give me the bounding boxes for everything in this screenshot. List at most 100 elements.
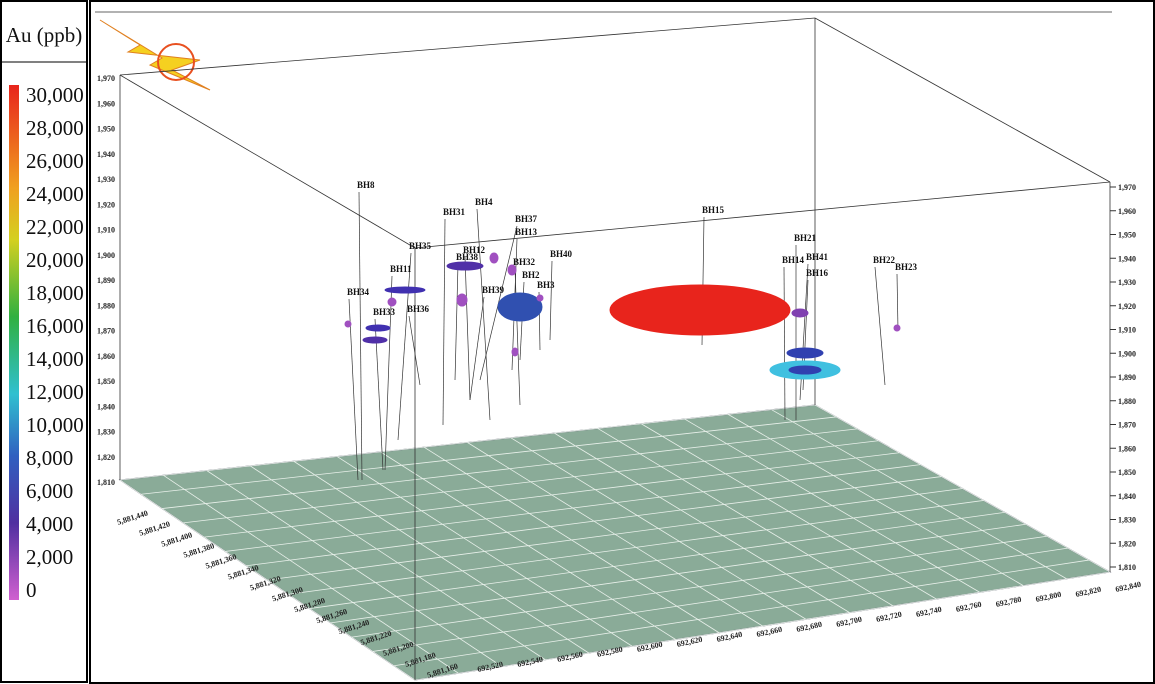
ground-grid (330, 523, 1026, 624)
assay-disc (365, 324, 391, 332)
borehole-trace (397, 252, 412, 441)
left-tick-label: 1,970 (97, 74, 115, 83)
assay-disc (536, 294, 544, 302)
northing-label: 5,881,440 (116, 508, 149, 526)
legend-label: 30,000 (26, 83, 84, 107)
assay-disc (446, 261, 484, 271)
right-tick-label: 1,890 (1118, 373, 1136, 382)
left-tick-label: 1,810 (97, 478, 115, 487)
borehole-trace (408, 315, 421, 386)
legend-label: 10,000 (26, 413, 84, 437)
easting-label: 692,760 (955, 600, 982, 614)
right-tick-label: 1,830 (1118, 516, 1136, 525)
left-tick-label: 1,910 (97, 226, 115, 235)
borehole-trace (464, 256, 471, 401)
borehole-label: BH15 (702, 205, 725, 215)
right-tick-label: 1,950 (1118, 231, 1136, 240)
north-arrow-ring (157, 43, 195, 81)
borehole-trace (549, 260, 553, 341)
assay-disc (387, 297, 397, 307)
borehole-trace (454, 263, 459, 381)
box-edge (119, 17, 816, 76)
borehole-trace (442, 218, 446, 426)
left-tick-label: 1,960 (97, 99, 115, 108)
right-tick-label: 1,810 (1118, 563, 1136, 572)
ground-grid (351, 535, 1047, 638)
borehole-label: BH37 (515, 214, 538, 224)
borehole-label: BH39 (482, 285, 505, 295)
borehole-trace (874, 266, 886, 386)
ground-grid (141, 416, 837, 495)
left-tick-label: 1,860 (97, 352, 115, 361)
assay-disc (456, 293, 468, 307)
left-tick-label: 1,900 (97, 251, 115, 260)
assay-disc (507, 264, 517, 276)
ground-grid (372, 547, 1068, 652)
borehole-trace (469, 296, 485, 401)
right-tick-label: 1,960 (1118, 207, 1136, 216)
easting-label: 692,720 (875, 610, 902, 624)
legend-label: 14,000 (26, 347, 84, 371)
borehole-trace (358, 191, 363, 481)
borehole-label: BH4 (475, 197, 493, 207)
assay-disc (344, 320, 352, 328)
ground-grid (414, 571, 1111, 681)
right-tick-label: 1,940 (1118, 254, 1136, 263)
borehole-label: BH33 (373, 307, 396, 317)
borehole-label: BH16 (806, 268, 829, 278)
right-tick-label: 1,970 (1118, 183, 1136, 192)
left-tick-label: 1,870 (97, 327, 115, 336)
box-edge (414, 181, 1111, 249)
left-tick-label: 1,940 (97, 150, 115, 159)
borehole-trace (384, 275, 393, 471)
right-tick-label: 1,930 (1118, 278, 1136, 287)
borehole-label: BH31 (443, 207, 466, 217)
easting-label: 692,680 (796, 620, 823, 634)
assay-disc (489, 252, 499, 264)
borehole-label: BH3 (537, 280, 555, 290)
borehole-label: BH38 (456, 252, 479, 262)
left-tick-label: 1,840 (97, 402, 115, 411)
borehole-trace (783, 266, 786, 421)
right-tick-label: 1,900 (1118, 349, 1136, 358)
legend-label: 4,000 (26, 512, 73, 536)
ground-grid (393, 559, 1089, 667)
ground-grid (225, 464, 921, 552)
legend-label: 24,000 (26, 182, 84, 206)
right-tick-label: 1,920 (1118, 302, 1136, 311)
legend-label: 16,000 (26, 314, 84, 338)
ground-grid (267, 488, 963, 581)
right-tick-label: 1,910 (1118, 326, 1136, 335)
borehole-label: BH22 (873, 255, 896, 265)
legend-label: 20,000 (26, 248, 84, 272)
right-tick-label: 1,850 (1118, 468, 1136, 477)
assay-disc (893, 324, 901, 332)
borehole-trace (799, 263, 809, 401)
legend-label: 0 (26, 578, 37, 602)
right-tick-label: 1,860 (1118, 444, 1136, 453)
northing-label: 5,881,420 (138, 519, 171, 537)
ground-grid (119, 404, 816, 481)
left-tick-label: 1,820 (97, 453, 115, 462)
ground-grid (309, 511, 1005, 609)
easting-label: 692,780 (995, 595, 1022, 609)
legend-label: 8,000 (26, 446, 73, 470)
borehole-label: BH23 (895, 262, 918, 272)
ground-grid (246, 476, 942, 567)
box-edge (814, 17, 1111, 183)
assay-disc (791, 308, 809, 318)
easting-label: 692,840 (1115, 580, 1142, 594)
left-tick-label: 1,890 (97, 276, 115, 285)
assay-disc (362, 336, 388, 344)
easting-label: 692,700 (835, 615, 862, 629)
assay-disc (511, 347, 519, 357)
legend-title: Au (ppb) (6, 23, 82, 47)
left-tick-label: 1,930 (97, 175, 115, 184)
borehole-label: BH21 (794, 233, 817, 243)
assay-disc (788, 365, 822, 375)
borehole-label: BH40 (550, 249, 573, 259)
right-tick-label: 1,840 (1118, 492, 1136, 501)
northing-label: 5,881,400 (160, 530, 193, 548)
right-tick-label: 1,880 (1118, 397, 1136, 406)
borehole-trace (896, 273, 899, 331)
